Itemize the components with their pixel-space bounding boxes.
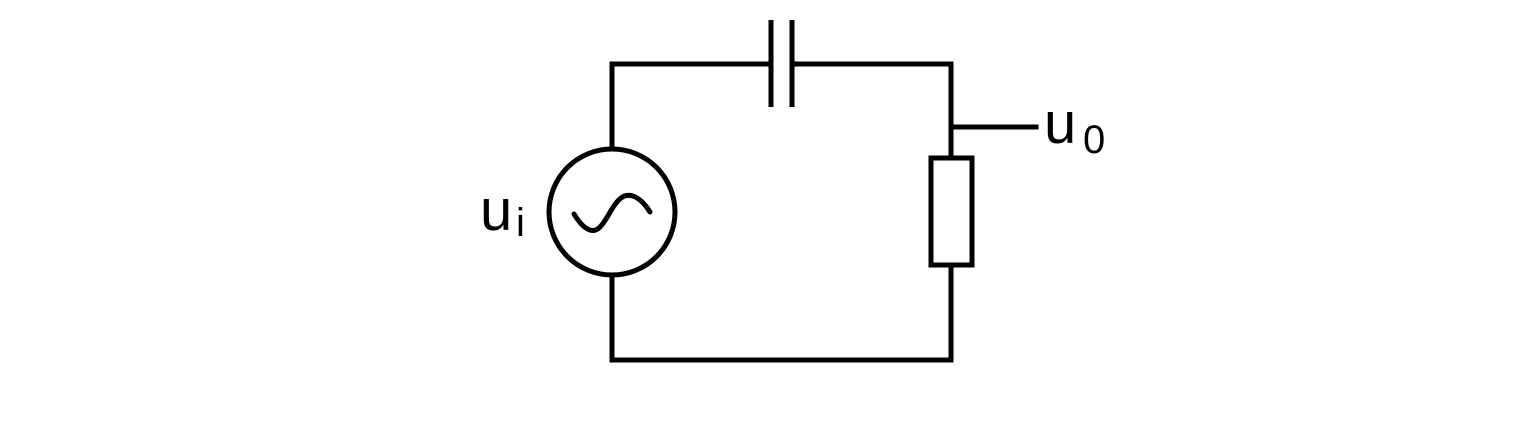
capacitor xyxy=(768,20,795,107)
resistor xyxy=(928,155,975,268)
wire-top-left xyxy=(609,61,774,151)
input-label-main: u xyxy=(480,178,512,243)
input-label-sub: i xyxy=(516,201,525,245)
wire-bottom xyxy=(609,262,954,363)
input-label: u i xyxy=(480,178,525,245)
output-label-sub: 0 xyxy=(1083,118,1105,162)
output-label: u 0 xyxy=(1044,91,1105,162)
sine-wave-icon xyxy=(571,192,653,233)
output-label-main: u xyxy=(1044,91,1076,156)
ac-source-circle xyxy=(546,146,678,278)
wire-top-right xyxy=(789,61,954,161)
ac-source xyxy=(546,146,678,278)
